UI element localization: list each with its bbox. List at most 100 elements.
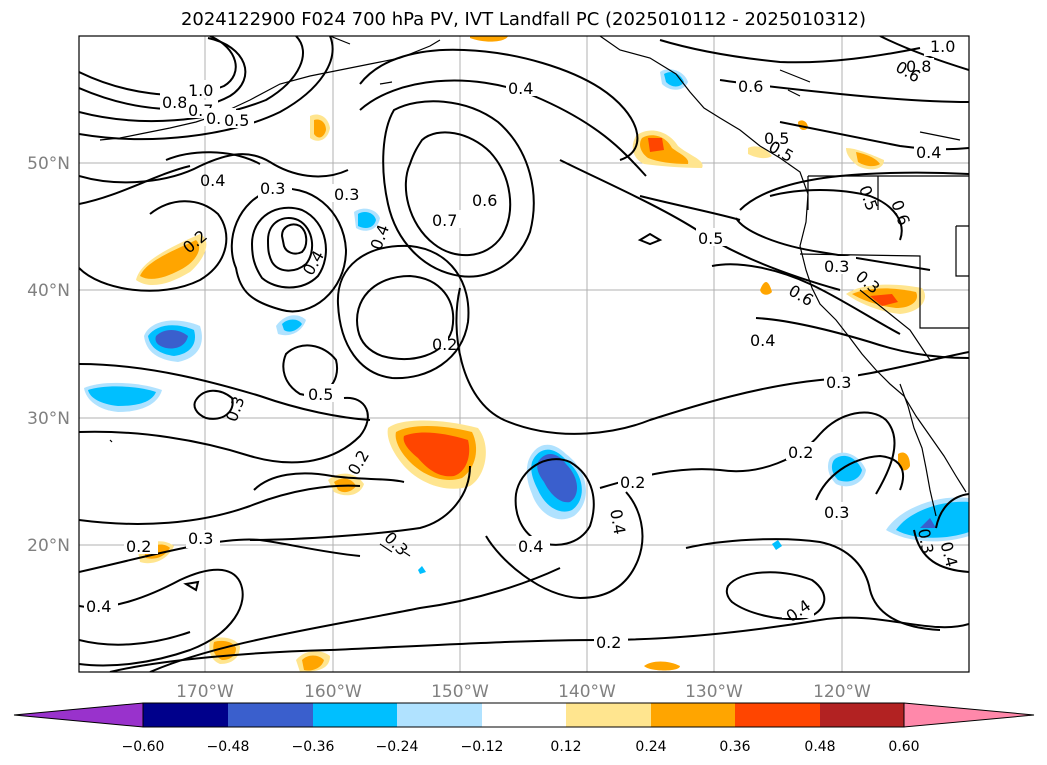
contour-label: 0.8 <box>900 57 934 76</box>
lat-label-30n: 30°N <box>27 409 70 429</box>
svg-text:0.5: 0.5 <box>698 229 723 248</box>
map-frame <box>78 35 970 673</box>
contour-label: 0.3 <box>186 529 220 548</box>
svg-text:0.8: 0.8 <box>162 93 187 112</box>
svg-text:1.0: 1.0 <box>930 37 955 56</box>
contour-label: 0.6 <box>736 76 770 96</box>
contour-label: 0.3 <box>258 179 292 198</box>
latitude-labels: 50°N 40°N 30°N 20°N <box>27 154 70 556</box>
colorbar-extend-high <box>903 702 1035 728</box>
contour-label: 0.4 <box>914 142 946 162</box>
contour-label: 1.0 <box>924 37 958 56</box>
lon-label-140w: 140°W <box>558 682 616 702</box>
svg-text:0.2: 0.2 <box>620 473 645 492</box>
svg-text:0.5: 0.5 <box>764 129 789 148</box>
svg-text:0.4: 0.4 <box>916 143 941 162</box>
svg-text:0.8: 0.8 <box>906 57 931 76</box>
colorbar-tick-label: 0.36 <box>719 739 750 755</box>
colorbar-bin <box>228 703 313 727</box>
contour-label: 0.5 <box>222 110 254 130</box>
contour-label: 0.2 <box>618 472 652 492</box>
colorbar-bin <box>735 703 820 727</box>
coastlines <box>99 36 969 557</box>
svg-text:0.5: 0.5 <box>308 385 333 404</box>
contour-label: 0.7 <box>430 210 464 230</box>
colorbar-bin <box>397 703 482 727</box>
contour-label: 0.4 <box>506 78 540 98</box>
colorbar-tick-label: 0.24 <box>635 739 666 755</box>
pv-contours <box>79 36 969 672</box>
colorbar-bin <box>143 703 228 727</box>
contour-label: 0.2 <box>124 536 158 556</box>
lat-label-50n: 50°N <box>27 154 70 174</box>
contour-label: 0.3 <box>822 502 856 522</box>
contour-label: 0.4 <box>200 171 225 190</box>
contour-label: 0.2 <box>594 632 628 652</box>
colorbar-bin <box>820 703 904 727</box>
contour-label: 0.4 <box>84 596 118 616</box>
lon-label-120w: 120°W <box>813 682 871 702</box>
lon-label-160w: 160°W <box>304 682 362 702</box>
svg-text:0.3: 0.3 <box>914 527 937 555</box>
svg-text:0.6: 0.6 <box>738 77 763 96</box>
colorbar-bin <box>651 703 735 727</box>
negative-anomaly-patches <box>84 69 969 574</box>
svg-text:0.3: 0.3 <box>824 257 849 276</box>
svg-text:0.3: 0.3 <box>188 529 213 548</box>
colorbar-bin <box>566 703 651 727</box>
longitude-labels: 170°W 160°W 150°W 140°W 130°W 120°W <box>176 682 871 702</box>
contour-label: 0.4 <box>748 330 782 350</box>
contour-label: 0.8 <box>160 92 192 112</box>
svg-text:0.2: 0.2 <box>788 443 813 462</box>
positive-anomaly-patches <box>136 36 926 672</box>
contour-label: 0.4 <box>606 508 629 536</box>
svg-text:0.4: 0.4 <box>606 508 629 536</box>
lon-label-150w: 150°W <box>431 682 489 702</box>
svg-text:0.4: 0.4 <box>518 537 543 556</box>
svg-text:0.5: 0.5 <box>224 111 249 130</box>
svg-text:0.3: 0.3 <box>826 373 851 392</box>
colorbar-tick-label: 0.12 <box>550 739 581 755</box>
colorbar-tick-label: 0.48 <box>804 739 835 755</box>
colorbar-tick-label: 0.60 <box>888 739 919 755</box>
colorbar-bin <box>313 703 397 727</box>
svg-text:0.7: 0.7 <box>432 211 457 230</box>
svg-text:0.4: 0.4 <box>508 79 533 98</box>
contour-label: 0.3 <box>824 372 858 392</box>
contour-label: 0.2 <box>414 330 457 354</box>
svg-text:0.2: 0.2 <box>126 537 151 556</box>
svg-text:0.4: 0.4 <box>750 331 775 350</box>
contour-label: 0.4 <box>516 536 550 556</box>
colorbar-extend-low <box>13 702 144 728</box>
colorbar-tick-label: −0.36 <box>292 739 335 755</box>
lon-label-170w: 170°W <box>176 682 234 702</box>
contour-label: 0.3 <box>332 184 366 204</box>
svg-text:0.2: 0.2 <box>432 335 457 354</box>
svg-text:1.0: 1.0 <box>188 81 213 100</box>
colorbar-tick-label: −0.24 <box>376 739 419 755</box>
contour-label: 0.5 <box>762 128 796 148</box>
svg-text:0.6: 0.6 <box>472 191 497 210</box>
map-title: 2024122900 F024 700 hPa PV, IVT Landfall… <box>180 9 867 30</box>
colorbar-tick-label: −0.48 <box>207 739 250 755</box>
svg-text:0.4: 0.4 <box>86 597 111 616</box>
colorbar-tick-label: −0.12 <box>461 739 504 755</box>
contour-label: 0.2 <box>786 442 820 462</box>
svg-text:0.2: 0.2 <box>596 633 621 652</box>
lon-label-130w: 130°W <box>685 682 743 702</box>
contour-label: 1.0 <box>186 80 220 100</box>
svg-text:0.3: 0.3 <box>334 185 359 204</box>
contour-label: 0.6 <box>470 191 504 210</box>
contour-label: 0.5 <box>304 384 338 404</box>
contour-label: 0.3 <box>822 256 856 276</box>
colorbar-tick-label: −0.60 <box>122 739 165 755</box>
contour-label: 0.3 <box>914 527 937 555</box>
svg-text:0.3: 0.3 <box>260 179 285 198</box>
colorbar-bin <box>482 703 566 727</box>
lat-label-40n: 40°N <box>27 281 70 301</box>
svg-text:0.4: 0.4 <box>200 171 225 190</box>
contour-label: 0.5 <box>696 228 730 248</box>
lat-label-20n: 20°N <box>27 536 70 556</box>
map-panel: 1.0 0.8 0.7 0.6 0.5 0.4 0.3 0.2 1.0 0.8 … <box>79 36 969 672</box>
